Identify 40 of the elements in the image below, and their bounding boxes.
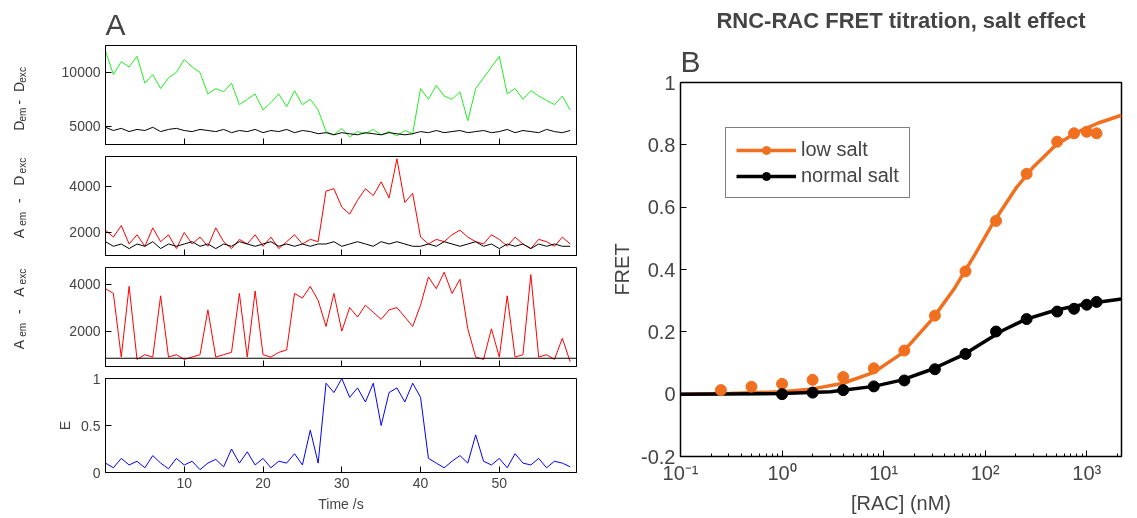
legend-label: normal salt — [801, 164, 899, 187]
x-tick-label: 10² — [970, 461, 1000, 484]
y-tick-label: 5000 — [69, 118, 101, 135]
x-tick-label: 20 — [255, 474, 272, 491]
y-tick-label: 4000 — [69, 178, 101, 195]
line-series — [105, 158, 571, 250]
x-tick-label: 10¹ — [869, 461, 899, 484]
x-tick-label: 10³ — [1072, 461, 1102, 484]
x-tick-label: 30 — [334, 474, 350, 491]
y-axis-title: Aem - Aexc — [10, 268, 28, 350]
x-axis-title: [RAC] (nM) — [851, 491, 951, 514]
text: A — [105, 7, 126, 41]
y-tick-label: 0.6 — [647, 196, 676, 219]
y-tick-label: 2000 — [69, 224, 101, 241]
y-tick-label: 0.8 — [647, 133, 676, 156]
y-axis-title: Dem - Dexc — [10, 67, 28, 131]
line-series — [105, 271, 571, 363]
y-tick-label: 0 — [92, 464, 101, 481]
y-tick-label: 1 — [664, 71, 676, 94]
chart-title: RNC-RAC FRET titration, salt effect — [716, 7, 1087, 33]
y-tick-label: 10000 — [61, 64, 101, 81]
y-tick-label: 1 — [92, 370, 101, 387]
y-tick-label: 0.4 — [647, 258, 676, 281]
x-tick-label: 40 — [412, 474, 429, 491]
y-tick-label: 0.5 — [81, 417, 101, 434]
x-tick-label: 10 — [176, 474, 193, 491]
y-axis-title: FRET — [611, 243, 634, 296]
legend-label: low salt — [801, 138, 868, 161]
y-tick-label: 2000 — [69, 323, 101, 340]
x-tick-label: 50 — [491, 474, 508, 491]
line-series — [105, 50, 571, 138]
text: B — [680, 44, 701, 78]
y-axis-title: Aem - Dexc — [10, 157, 28, 239]
y-tick-label: 0 — [664, 383, 676, 406]
y-tick-label: 0.2 — [647, 320, 676, 343]
x-tick-label: 10⁰ — [767, 461, 797, 484]
y-tick-label: 4000 — [69, 276, 101, 292]
x-axis-title: Time /s — [318, 495, 364, 512]
line-series — [105, 378, 571, 471]
y-axis-title: E — [57, 420, 74, 431]
